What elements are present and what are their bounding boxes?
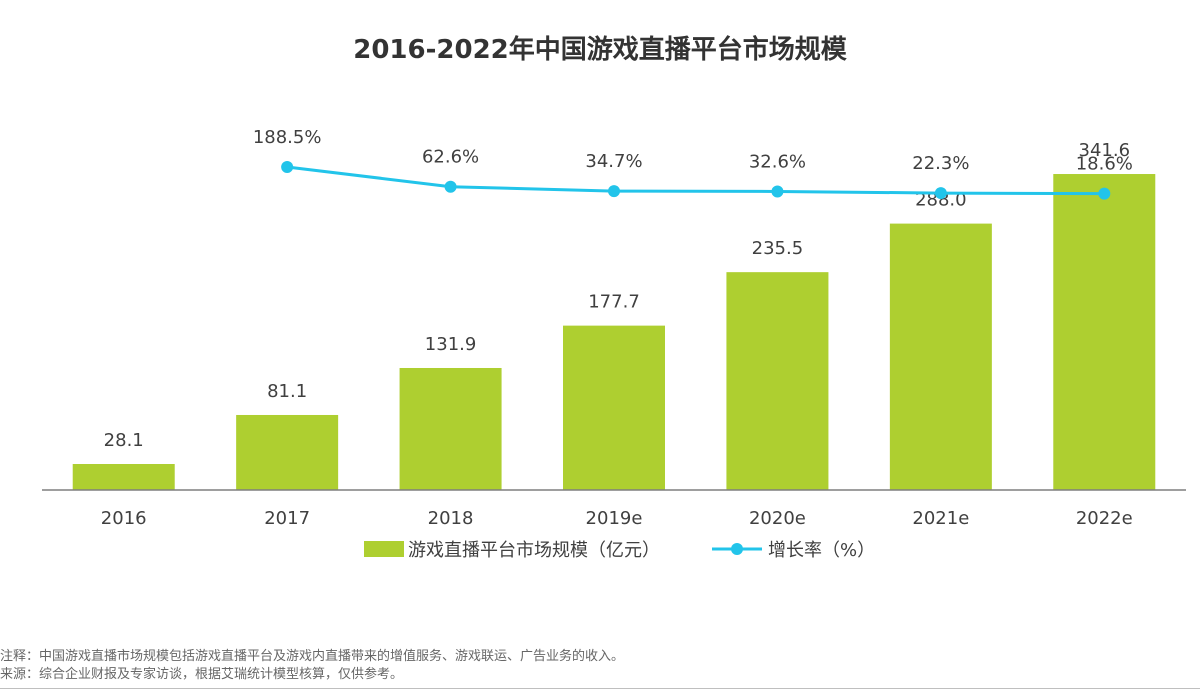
chart-canvas: 2016-2022年中国游戏直播平台市场规模 28.1 81.1 131.9 177.… — [42, 34, 1186, 561]
chart-title: 2016-2022年中国游戏直播平台市场规模 — [353, 34, 848, 65]
growth-rate-series — [281, 160, 1111, 200]
x-tick-2020e: 2020e — [749, 508, 806, 529]
growth-rate-point-2018 — [444, 180, 457, 193]
legend: 游戏直播平台市场规模（亿元） 增长率（%） — [364, 540, 875, 561]
bar-label-2021e: 288.0 — [915, 190, 967, 211]
growth-rate-label-2020e: 32.6% — [749, 151, 806, 172]
bar-2016 — [72, 464, 175, 490]
x-tick-2016: 2016 — [101, 508, 147, 529]
bar-label-2022e: 341.6 — [1079, 140, 1131, 161]
x-tick-2018: 2018 — [428, 508, 474, 529]
bar-label-2017: 81.1 — [267, 381, 307, 402]
bar-label-2020e: 235.5 — [752, 238, 804, 259]
growth-rate-point-2020e — [771, 185, 784, 198]
source-text: 来源：综合企业财报及专家访谈，根据艾瑞统计模型核算，仅供参考。 — [0, 667, 404, 682]
bar-data-labels: 28.1 81.1 131.9 177.7 235.5 288.0 341.6 — [104, 140, 1130, 451]
growth-rate-label-2017: 188.5% — [253, 127, 322, 148]
legend-line-label: 增长率（%） — [768, 540, 875, 561]
growth-rate-data-labels: 188.5% 62.6% 34.7% 32.6% 22.3% 18.6% — [253, 127, 1133, 175]
legend-line-marker — [731, 543, 743, 555]
bottom-divider — [0, 688, 1200, 689]
growth-rate-label-2019e: 34.7% — [585, 151, 642, 172]
growth-rate-point-2022e — [1098, 187, 1111, 200]
bar-label-2018: 131.9 — [425, 334, 477, 355]
x-tick-2019e: 2019e — [586, 508, 643, 529]
bar-2019e — [563, 325, 665, 490]
x-tick-2022e: 2022e — [1076, 508, 1133, 529]
growth-rate-label-2022e: 18.6% — [1076, 154, 1133, 175]
bar-label-2016: 28.1 — [104, 430, 144, 451]
x-tick-2021e: 2021e — [912, 508, 969, 529]
growth-rate-label-2018: 62.6% — [422, 147, 479, 168]
bar-2021e — [889, 223, 992, 490]
bar-label-2019e: 177.7 — [588, 292, 640, 313]
bar-2022e — [1053, 174, 1156, 490]
x-tick-2017: 2017 — [264, 508, 310, 529]
growth-rate-point-2017 — [281, 160, 294, 173]
growth-rate-label-2021e: 22.3% — [912, 153, 969, 174]
note-text: 注释：中国游戏直播市场规模包括游戏直播平台及游戏内直播带来的增值服务、游戏联运、… — [0, 649, 625, 664]
footnotes: 注释：中国游戏直播市场规模包括游戏直播平台及游戏内直播带来的增值服务、游戏联运、… — [0, 648, 1200, 684]
bar-2018 — [399, 367, 502, 490]
bar-series — [72, 174, 1156, 490]
growth-rate-line — [286, 165, 1105, 196]
growth-rate-point-2019e — [608, 185, 620, 198]
legend-bar-swatch — [364, 541, 404, 557]
x-axis-tick-labels: 2016 2017 2018 2019e 2020e 2021e 2022e — [101, 508, 1133, 529]
growth-rate-point-2021e — [934, 187, 947, 200]
bar-2020e — [726, 272, 829, 490]
legend-bar-label: 游戏直播平台市场规模（亿元） — [408, 540, 660, 561]
bar-2017 — [236, 414, 339, 490]
